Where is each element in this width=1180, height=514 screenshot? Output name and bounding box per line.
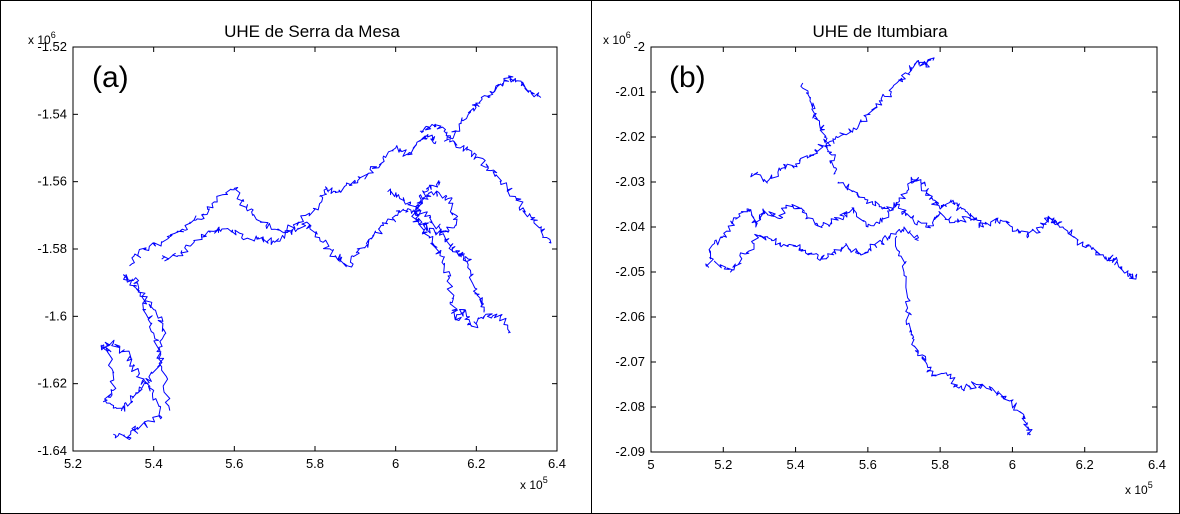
chart-b-plot-area: [650, 46, 1158, 453]
chart-a-x-tick-label: 6.4: [548, 456, 566, 471]
chart-b-y-multiplier: x 106: [603, 30, 631, 47]
chart-b-series-line: [1047, 215, 1138, 280]
panel-b: UHE de Itumbiara (b) 5 5.2 5.4 5.6 5.8 6 6.2 6.…: [603, 22, 1166, 497]
chart-b-x-multiplier: x 105: [1125, 480, 1153, 497]
chart-b-x-tick-label: 5.8: [931, 457, 949, 472]
chart-b-y-ticks: -2 -2.01 -2.02 -2.03 -2.04 -2.05 -2.06 -2.07 -2.…: [615, 39, 1157, 459]
chart-a-x-tick-label: 5.2: [64, 456, 82, 471]
chart-a-series-line: [413, 180, 459, 236]
chart-a-series-line: [100, 274, 171, 440]
chart-b-y-tick-label: -2.08: [615, 399, 645, 414]
chart-a-series: [100, 75, 552, 440]
chart-b-series-line: [800, 82, 838, 175]
chart-b-panel-label: (b): [669, 61, 706, 94]
chart-b-x-tick-label: 5.4: [787, 457, 805, 472]
chart-a-y-tick-label: -1.56: [37, 174, 67, 189]
chart-a-x-tick-label: 6: [392, 456, 399, 471]
chart-b-y-tick-label: -2.05: [615, 264, 645, 279]
chart-b-x-tick-label: 5.6: [859, 457, 877, 472]
chart-a-y-ticks: -1.52 -1.54 -1.56 -1.58 -1.6 -1.62 -1.64: [37, 39, 557, 458]
chart-a-x-tick-label: 6.2: [467, 456, 485, 471]
chart-a-y-multiplier: x 106: [28, 30, 56, 47]
chart-a-y-tick-label: -1.62: [37, 376, 67, 391]
chart-a-title: UHE de Serra da Mesa: [224, 22, 400, 41]
chart-a-y-tick-label: -1.54: [37, 106, 67, 121]
chart-a-x-ticks: 5.2 5.4 5.6 5.8 6 6.2 6.4: [64, 47, 566, 471]
chart-b-series-line: [705, 201, 1063, 268]
panel-a: UHE de Serra da Mesa (a) 5.2 5.4 5.6 5.8 6 6.…: [28, 22, 566, 492]
chart-a-panel-label: (a): [92, 61, 129, 94]
chart-a-series-line: [443, 75, 542, 142]
chart-b-x-ticks: 5 5.2 5.4 5.6 5.8 6 6.2 6.4: [647, 47, 1166, 472]
chart-a-x-tick-label: 5.4: [145, 456, 163, 471]
chart-b-series-line: [837, 176, 977, 221]
chart-b-series-line: [894, 235, 1033, 436]
chart-a-y-tick-label: -1.64: [37, 443, 67, 458]
chart-a-plot-area: [72, 46, 558, 452]
chart-a-x-multiplier: x 105: [520, 475, 548, 492]
chart-b-series-line: [750, 57, 935, 184]
chart-b-x-tick-label: 6.2: [1076, 457, 1094, 472]
chart-b-y-tick-label: -2.03: [615, 174, 645, 189]
chart-b-y-tick-label: -2: [633, 39, 645, 54]
chart-a-series-line: [419, 123, 552, 244]
chart-b-y-tick-label: -2.09: [615, 444, 645, 459]
chart-b-x-tick-label: 5.2: [714, 457, 732, 472]
chart-b-y-tick-label: -2.02: [615, 129, 645, 144]
chart-b-x-tick-label: 6: [1009, 457, 1016, 472]
chart-b-y-tick-label: -2.04: [615, 219, 645, 234]
chart-a-y-tick-label: -1.52: [37, 39, 67, 54]
chart-a-series-line: [129, 134, 437, 267]
chart-b-y-tick-label: -2.06: [615, 309, 645, 324]
chart-a-x-tick-label: 5.6: [225, 456, 243, 471]
chart-b-y-tick-label: -2.07: [615, 354, 645, 369]
chart-a-y-tick-label: -1.6: [45, 308, 67, 323]
chart-a-series-line: [161, 208, 511, 334]
chart-a-x-tick-label: 5.8: [306, 456, 324, 471]
chart-a-y-tick-label: -1.58: [37, 241, 67, 256]
chart-a-series-line: [387, 188, 485, 313]
chart-b-y-tick-label: -2.01: [615, 84, 645, 99]
chart-b-title: UHE de Itumbiara: [812, 22, 948, 41]
chart-b-x-tick-label: 5: [647, 457, 654, 472]
chart-b-series-line: [713, 226, 919, 273]
chart-b-series: [705, 57, 1138, 436]
chart-b-x-tick-label: 6.4: [1148, 457, 1166, 472]
